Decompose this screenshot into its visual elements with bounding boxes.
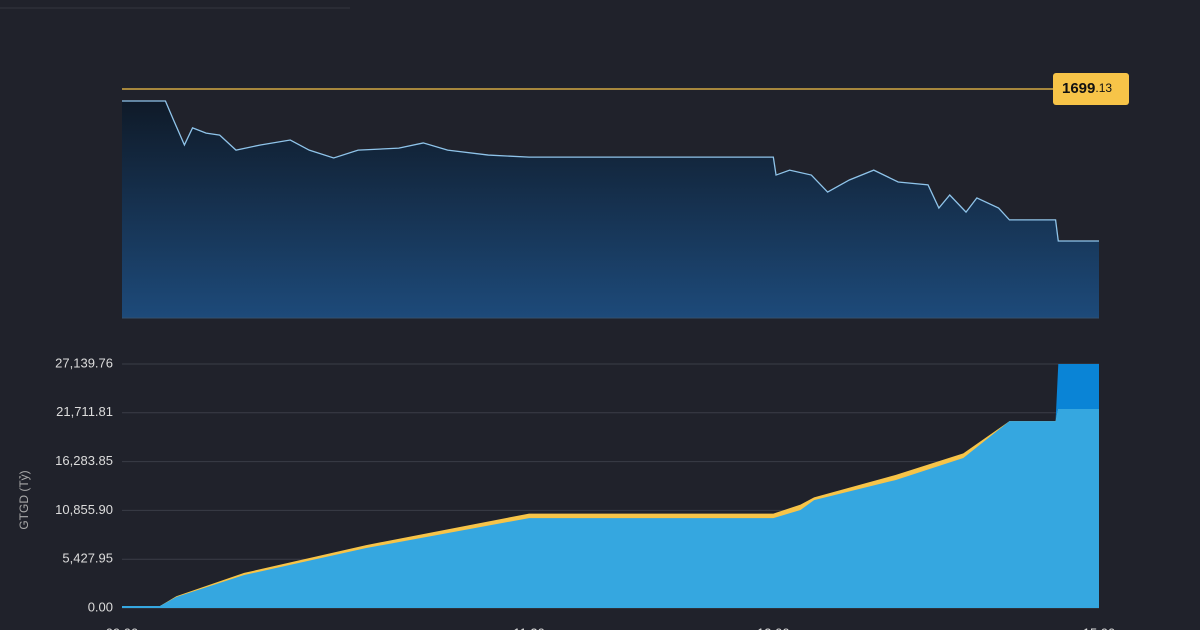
x-tick-label: 13:00 (757, 625, 790, 630)
reference-badge (1053, 73, 1129, 106)
y-tick-label: 10,855.90 (55, 502, 113, 517)
price-line (122, 100, 1099, 242)
reference-label: 1699.13 (1062, 80, 1112, 97)
y-axis-label: GTGD (Tỷ) (17, 470, 31, 529)
y-tick-label: 21,711.81 (56, 404, 113, 419)
y-tick-label: 5,427.95 (62, 551, 113, 566)
reference-label-main: 1699 (1062, 80, 1095, 97)
x-tick-label: 15:00 (1083, 625, 1116, 630)
y-tick-label: 16,283.85 (55, 453, 113, 468)
x-tick-label: 09:00 (106, 625, 139, 630)
y-tick-label: 0.00 (88, 599, 113, 614)
x-tick-label: 11:30 (513, 625, 545, 630)
y-tick-label: 27,139.76 (55, 355, 113, 370)
price-area (122, 100, 1099, 318)
value-area (122, 409, 1099, 608)
reference-label-decimals: .13 (1095, 81, 1112, 95)
